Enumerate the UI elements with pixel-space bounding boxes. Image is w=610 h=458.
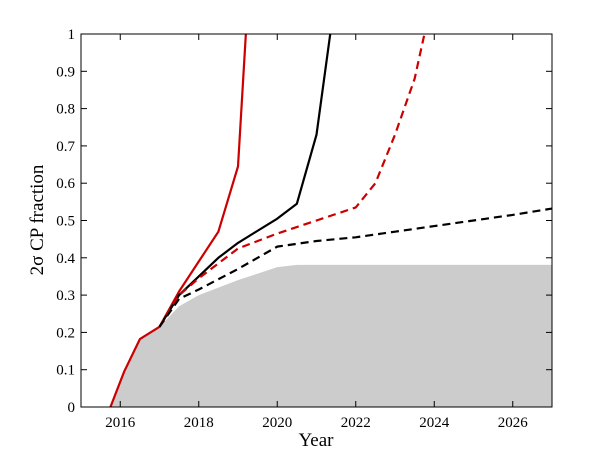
y-tick-label: 0.1 [56,363,75,379]
y-tick-label: 0.8 [56,102,75,118]
shaded-area [110,264,552,407]
x-tick-label: 2018 [184,415,214,431]
x-tick-label: 2020 [262,415,292,431]
series-line-3 [158,34,426,328]
y-tick-label: 0.4 [56,251,75,267]
y-axis-label: 2σ CP fraction [27,164,48,275]
y-tick-label: 1 [68,27,76,43]
y-tick-label: 0.5 [56,214,75,230]
y-tick-label: 0 [68,400,76,416]
y-tick-label: 0.7 [56,139,75,155]
series-layer [109,34,552,407]
series-line-1 [109,34,247,407]
ticks-layer [81,33,552,408]
area-layer [110,264,552,407]
tick-labels: 2016 2018 2020 2022 2024 2026 0 0.1 0.2 0.3 0.4 0.5… [56,27,528,431]
x-tick-label: 2022 [341,415,371,431]
y-tick-label: 0.3 [56,288,75,304]
x-axis-label: Year [298,430,334,451]
y-tick-label: 0.9 [56,64,75,80]
y-tick-label: 0.2 [56,325,75,341]
x-tick-label: 2024 [419,415,450,431]
y-tick-label: 0.6 [56,176,75,192]
x-tick-label: 2026 [498,415,529,431]
series-line-4 [158,207,552,328]
x-tick-label: 2016 [105,415,136,431]
